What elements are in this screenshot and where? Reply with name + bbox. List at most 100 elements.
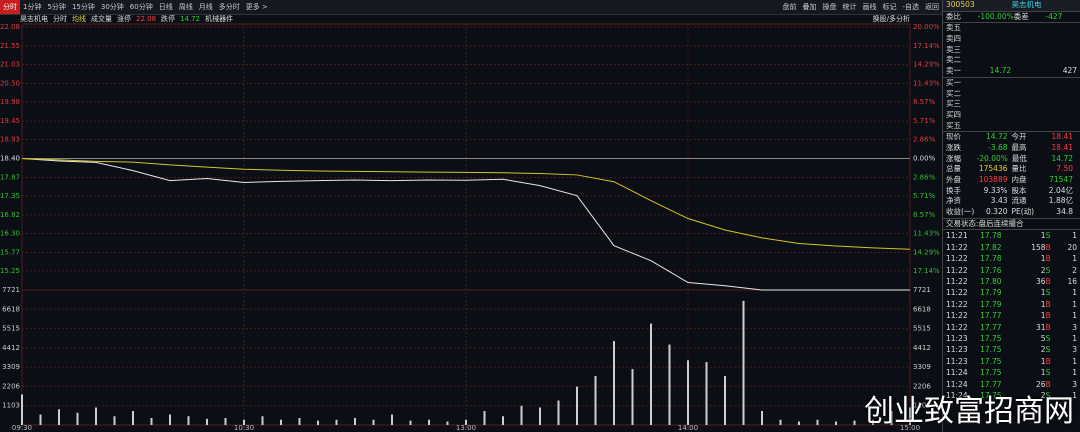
y-tick-label: 19.98 (0, 98, 20, 106)
row: 11:23 17.75 2 S 3 (943, 344, 1080, 355)
y-tick-label: 18.93 (0, 136, 20, 144)
trade-cell: 17.77 (980, 311, 1002, 321)
volume-bar (224, 418, 227, 425)
switch-button[interactable]: 换股/多分析 (872, 15, 910, 23)
volume-bar (835, 421, 837, 425)
trade-cell: 1 (1040, 299, 1046, 309)
legend-entry: 均线 (72, 15, 86, 23)
label: PE(动) (1011, 207, 1035, 217)
action-button[interactable]: 返回 (925, 3, 939, 11)
tab[interactable]: 月线 (198, 3, 213, 11)
action-button[interactable]: 统计 (842, 3, 857, 11)
tab[interactable]: 周线 (178, 3, 193, 11)
y2-tick-label: 2.86% (913, 173, 936, 181)
volume-bar (206, 418, 208, 425)
row: 外盘 103889 内盘 71547 (943, 175, 1080, 186)
tab[interactable]: 5分钟 (47, 3, 66, 11)
trade-cell: 1 (1072, 288, 1077, 298)
volume-bar (520, 405, 523, 425)
volume-bar (169, 414, 171, 425)
label: 股本 (1011, 185, 1027, 195)
volume-bar (465, 419, 467, 425)
y-tick-label: 17.87 (0, 173, 20, 181)
trade-cell: S (1045, 368, 1051, 378)
y-tick-label: 2206 (2, 382, 20, 390)
row: 买一 (943, 76, 1080, 89)
trade-cell: 17.75 (980, 390, 1002, 400)
trade-cell: 2 (1040, 390, 1046, 400)
trade-cell: 1 (1072, 231, 1077, 241)
action-button[interactable]: 盘前 (782, 3, 797, 11)
label: 净资 (946, 196, 961, 206)
row: 11:22 17.79 1 B 1 (943, 299, 1080, 310)
x-tick-label: 14:00 (678, 424, 698, 432)
value: -20.00% (976, 153, 1008, 163)
action-button[interactable]: -自选 (902, 3, 919, 11)
volume-bar (261, 416, 264, 425)
trade-cell: 17.75 (980, 368, 1002, 378)
volume-bar (317, 420, 319, 425)
row: 交易状态:盘后连续撮合 (943, 217, 1080, 230)
legend-entry: 分时 (53, 15, 67, 23)
tab[interactable]: 分时 (0, 0, 20, 14)
trade-cell: 1 (1072, 356, 1077, 366)
tab[interactable]: 日线 (158, 3, 173, 11)
trade-cell: S (1045, 345, 1051, 355)
row: 买四 (943, 110, 1080, 121)
volume-bar (576, 386, 578, 425)
row: 11:22 17.77 31 B 3 (943, 322, 1080, 333)
label: 今开 (1011, 132, 1027, 142)
tab[interactable]: 更多 > (245, 3, 268, 11)
volume-bar (631, 369, 634, 425)
x-tick-label: 13:00 (456, 424, 476, 432)
tab[interactable]: 30分钟 (100, 3, 124, 11)
toolbar: 分时 1分钟 5分钟 15分钟 30分钟 60分钟 日线 周线 月线 多分时 更多 > 盘前 叠加 操盘统… (0, 0, 942, 15)
label: 收益(一) (946, 207, 975, 217)
tab[interactable]: 60分钟 (129, 3, 153, 11)
trade-cell: 11:22 (946, 288, 968, 298)
tab[interactable]: 1分钟 (23, 3, 42, 11)
row: 涨跌 -3.68 最高 18.41 (943, 143, 1080, 154)
label: 最低 (1011, 153, 1027, 163)
trade-cell: B (1045, 379, 1051, 389)
action-button[interactable]: 画线 (862, 3, 877, 11)
row: 卖一 14.72 427 (943, 66, 1080, 77)
y2-tick-label: 14.29% (913, 248, 940, 256)
trade-cell: 1 (1072, 254, 1077, 264)
label: 卖四 (946, 34, 961, 44)
stock-code: 300503 (946, 0, 975, 9)
action-button[interactable]: 操盘 (822, 3, 837, 11)
row: 11:23 17.75 5 S 1 (943, 333, 1080, 344)
y2-tick-label: 8.57% (913, 211, 936, 219)
row: 委比 -100.00% 委差 -427 (943, 10, 1080, 23)
action-button[interactable]: 标记 (882, 3, 897, 11)
value: 103889 (978, 175, 1008, 184)
value: 2.04亿 (1048, 185, 1073, 195)
action-button[interactable]: 叠加 (802, 3, 817, 11)
trade-cell: 31 (1036, 322, 1046, 332)
trade-cell: 17.78 (980, 254, 1002, 264)
trade-cell: 16 (1067, 277, 1077, 286)
tab[interactable]: 15分钟 (71, 3, 95, 11)
row: 11:22 17.80 36 B 16 (943, 276, 1080, 287)
volume-bar (113, 416, 116, 425)
volume-bar (391, 414, 393, 425)
volume-bar (650, 323, 652, 425)
trade-cell: 1 (1040, 288, 1046, 298)
label: 最高 (1011, 142, 1027, 152)
y-tick-label: 17.35 (0, 192, 20, 200)
label: 卖一 (946, 66, 961, 76)
y2-tick-label: 0.00% (913, 155, 936, 163)
tab[interactable]: 多分时 (218, 3, 240, 11)
trade-cell: 11:22 (946, 265, 968, 275)
y-tick-label: 22.08 (0, 23, 20, 31)
volume-bar (890, 411, 893, 425)
volume-bar (76, 412, 79, 425)
value: 18.41 (1051, 132, 1073, 142)
trade-cell: 17.77 (980, 379, 1002, 389)
y2-tick-label: 11.43% (913, 79, 940, 87)
volume-bar (594, 376, 597, 425)
volume-bar (372, 419, 375, 425)
chart: 22.08 21.55 21.03 20.50 19.98 19.45 18.93 18.40… (0, 23, 940, 432)
y-tick-label: 1103 (2, 402, 20, 410)
